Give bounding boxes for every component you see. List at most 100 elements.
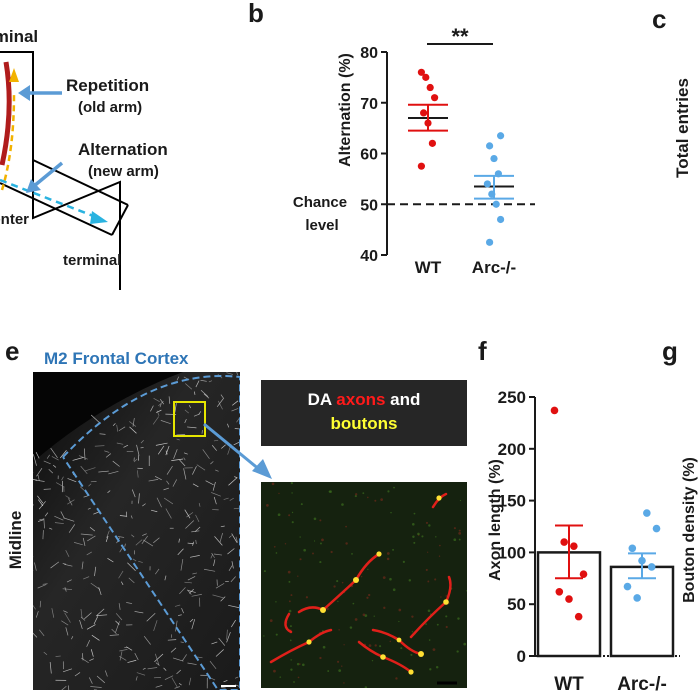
fiber-segment: [82, 537, 86, 546]
chart-f-ytick-label: 250: [498, 388, 526, 407]
noise-speck: [373, 615, 375, 617]
fiber-segment: [215, 583, 225, 589]
chart-f-ytick-label: 50: [507, 595, 526, 614]
inset-title-da: DA: [307, 390, 337, 409]
chart-f-data-point: [628, 544, 637, 553]
fiber-segment: [48, 469, 54, 474]
noise-speck: [288, 514, 291, 517]
fiber-segment: [156, 497, 162, 508]
fiber-segment: [52, 464, 57, 468]
fiber-segment: [220, 525, 225, 528]
noise-speck: [287, 570, 291, 574]
noise-speck: [458, 531, 462, 535]
chart-b-category-wt: WT: [415, 258, 442, 277]
fiber-segment: [166, 465, 173, 475]
fiber-segment: [127, 562, 136, 572]
noise-speck: [327, 670, 330, 673]
fiber-segment: [62, 588, 73, 590]
fiber-segment: [164, 675, 174, 680]
fiber-segment: [112, 460, 120, 467]
fiber-segment: [86, 624, 96, 630]
noise-speck: [379, 645, 382, 648]
fiber-segment: [96, 614, 108, 616]
noise-speck: [389, 640, 392, 643]
fiber-segment: [172, 479, 178, 487]
noise-speck: [435, 536, 437, 538]
chart-f-data-point: [574, 612, 583, 621]
fiber-segment: [187, 426, 197, 429]
noise-speck: [337, 660, 340, 663]
bouton-dot: [320, 607, 326, 613]
fiber-segment: [187, 576, 196, 581]
noise-speck: [410, 653, 413, 656]
noise-speck: [322, 645, 326, 649]
inset-title-axons: axons: [336, 390, 386, 409]
fiber-segment: [182, 654, 187, 662]
noise-speck: [413, 512, 416, 515]
fiber-segment: [121, 581, 124, 586]
fiber-segment: [154, 568, 160, 575]
zoomed-noise: [263, 482, 467, 688]
fiber-segment: [211, 492, 221, 497]
fiber-segment: [227, 423, 230, 428]
fiber-segment: [87, 507, 91, 510]
noise-speck: [395, 677, 398, 680]
noise-speck: [313, 540, 316, 542]
fiber-segment: [89, 527, 96, 532]
fiber-segment: [215, 469, 219, 472]
fiber-segment: [152, 416, 160, 425]
noise-speck: [345, 525, 347, 528]
noise-speck: [291, 521, 294, 524]
fiber-segment: [135, 539, 143, 546]
noise-speck: [392, 548, 395, 551]
chance-level-label-1: Chance: [293, 194, 347, 211]
chart-b-data-point: [417, 68, 425, 76]
fiber-segment: [86, 551, 92, 556]
fiber-segment: [191, 619, 196, 630]
fiber-segment: [198, 502, 201, 507]
fiber-segment: [93, 616, 99, 625]
chart-f-category-wt: WT: [554, 674, 584, 695]
fiber-segment: [200, 389, 209, 397]
noise-speck: [352, 602, 355, 605]
fiber-segment: [173, 449, 178, 459]
fiber-segment: [210, 677, 216, 681]
fiber-segment: [213, 496, 217, 505]
fiber-segment: [153, 398, 160, 402]
fiber-segment: [163, 667, 167, 671]
fiber-segment: [153, 620, 158, 631]
chart-f-data-point: [643, 509, 651, 517]
fiber-segment: [213, 553, 223, 556]
noise-speck: [305, 596, 309, 599]
fiber-segment: [174, 604, 181, 607]
noise-speck: [275, 552, 278, 554]
noise-speck: [326, 607, 329, 611]
fiber-segment: [186, 512, 194, 518]
fiber-segment: [235, 536, 238, 543]
fiber-segment: [36, 467, 43, 477]
fiber-segment: [183, 457, 186, 461]
fiber-segment: [43, 518, 45, 529]
chart-f-ytick-label: 150: [498, 492, 526, 511]
fiber-segment: [210, 553, 214, 559]
noise-speck: [453, 527, 456, 530]
fiber-segment: [184, 581, 192, 584]
noise-speck: [387, 490, 390, 493]
alternation-pointer: [32, 161, 64, 188]
fiber-segment: [177, 548, 184, 556]
inset-title-box: DA axons and boutons: [261, 380, 467, 446]
noise-speck: [313, 517, 317, 521]
fiber-segment: [133, 458, 138, 463]
noise-speck: [412, 535, 415, 538]
bouton-dot: [376, 551, 382, 557]
chart-f-data-point: [565, 595, 573, 603]
noise-speck: [382, 576, 386, 580]
fiber-segment: [134, 611, 144, 614]
chart-b-ytick-label: 60: [360, 147, 378, 164]
fiber-segment: [155, 442, 168, 446]
fiber-segment: [214, 536, 223, 546]
fiber-segment: [62, 563, 67, 565]
fiber-segment: [68, 524, 76, 533]
fiber-segment: [176, 438, 180, 441]
chart-b-data-point: [426, 83, 434, 92]
